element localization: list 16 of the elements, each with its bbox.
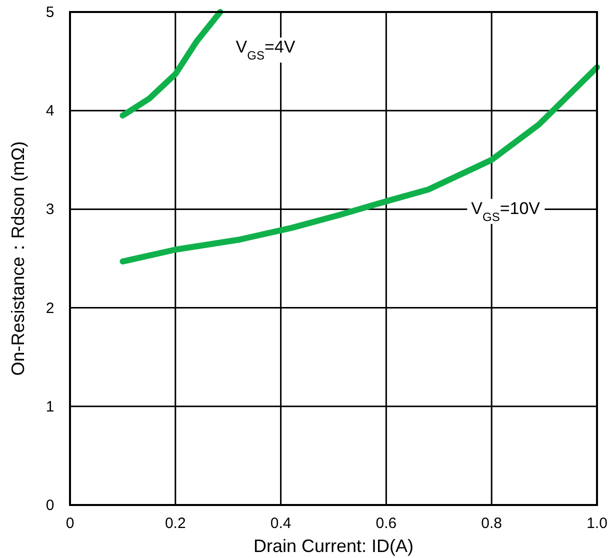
x-tick-label: 0.2 xyxy=(164,515,186,532)
series-label: V$_{GS}$=10V xyxy=(471,198,541,224)
x-axis-title: Drain Current: ID(A) xyxy=(253,536,414,556)
x-tick-label: 1.0 xyxy=(586,515,608,532)
series-label: V$_{GS}$=4V xyxy=(236,38,296,63)
y-tick-label: 4 xyxy=(46,102,54,120)
y-tick-label: 5 xyxy=(46,4,54,21)
y-tick-label: 3 xyxy=(46,201,54,218)
y-tick-label: 2 xyxy=(46,300,54,317)
y-tick-label: 0 xyxy=(46,497,54,514)
y-axis-title: On-Resistance：Rdson (mΩ) xyxy=(8,141,28,376)
y-tick-label: 1 xyxy=(46,398,54,416)
x-tick-label: 0.8 xyxy=(481,515,502,532)
x-tick-label: 0.4 xyxy=(270,515,292,532)
x-tick-label: 0 xyxy=(66,515,74,532)
x-tick-label: 0.6 xyxy=(376,515,397,532)
